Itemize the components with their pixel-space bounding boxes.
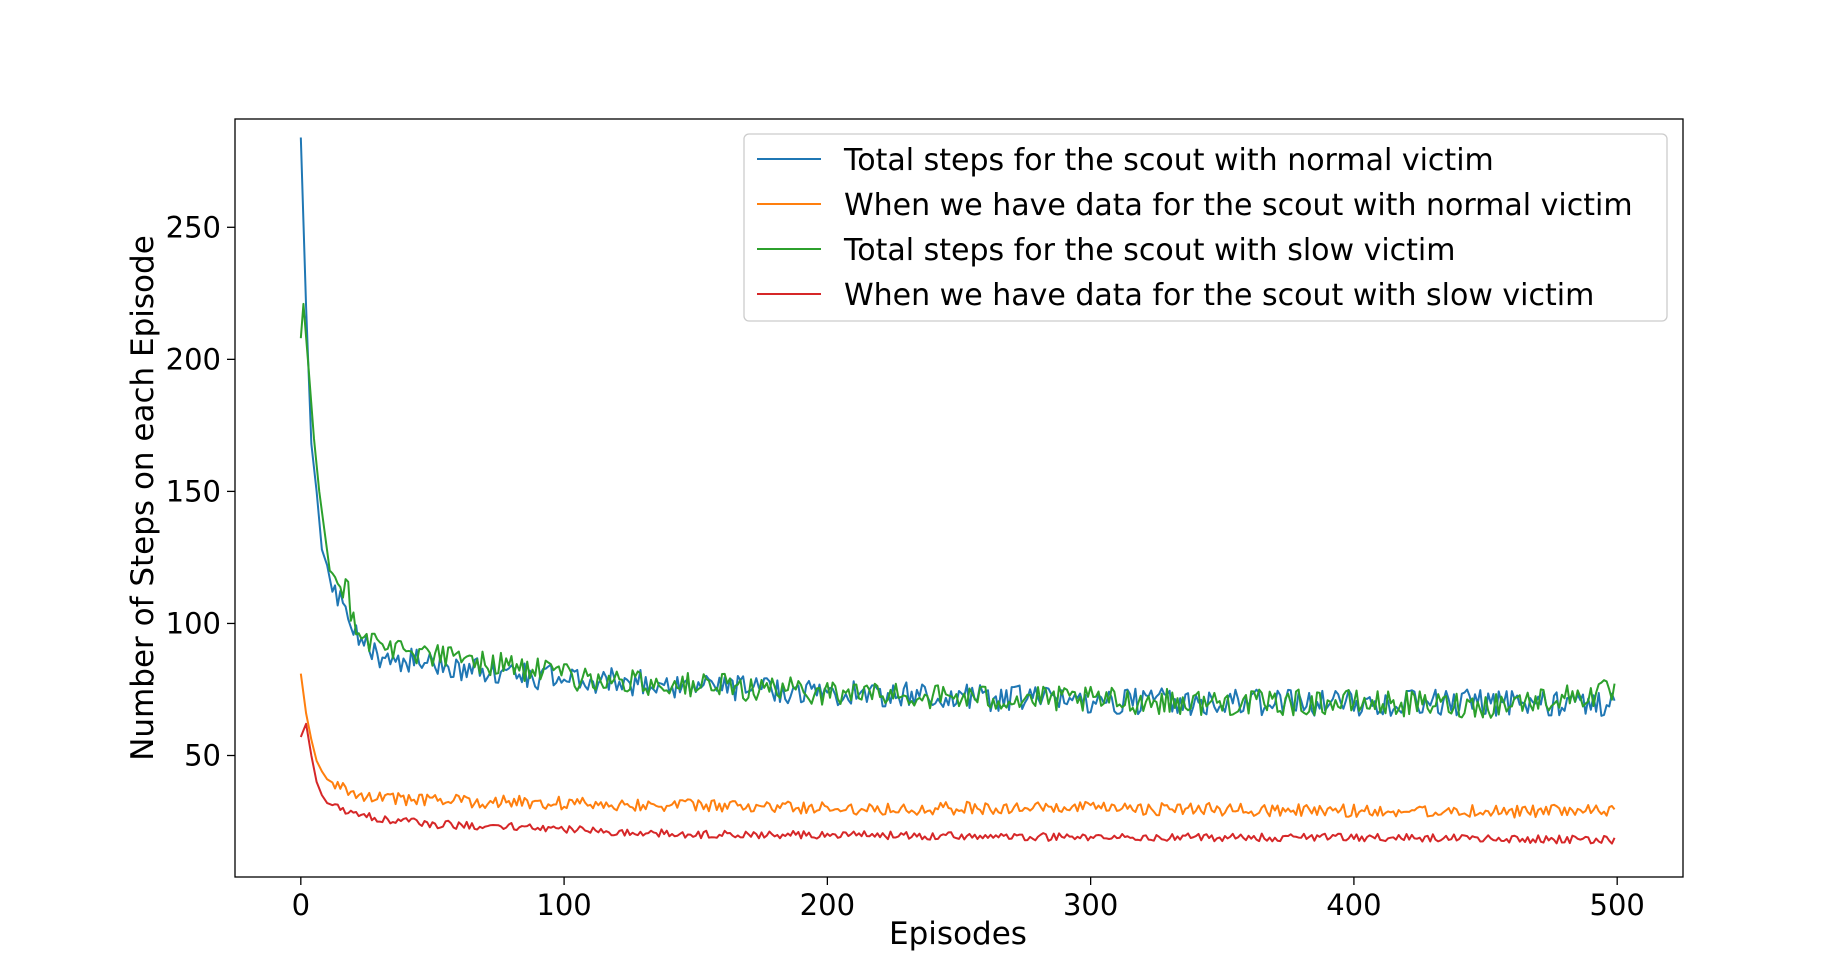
legend: Total steps for the scout with normal vi… — [743, 133, 1668, 322]
legend-entry-label: When we have data for the scout with slo… — [844, 278, 1594, 313]
series-line — [299, 673, 1616, 819]
legend-entry-label: Total steps for the scout with normal vi… — [843, 143, 1494, 178]
legend-box — [743, 133, 1668, 322]
series-line — [299, 722, 1616, 845]
legend-entry-label: Total steps for the scout with slow vict… — [843, 233, 1455, 268]
y-axis-label: Number of Steps on each Episode — [125, 235, 161, 761]
series-layer — [299, 137, 1616, 845]
y-tick-label: 100 — [166, 606, 221, 640]
ticks-layer: 0 100 200 300 400 500 50 100 150 200 250 — [166, 210, 1645, 922]
y-tick-label: 200 — [166, 342, 221, 376]
x-tick-label: 400 — [1326, 888, 1381, 922]
legend-items: Total steps for the scout with normal vi… — [757, 143, 1633, 313]
x-tick-label: 500 — [1590, 888, 1645, 922]
plot-frame — [234, 118, 1684, 878]
x-tick-label: 0 — [292, 888, 310, 922]
legend-entry-label: When we have data for the scout with nor… — [844, 188, 1633, 223]
y-tick-label: 150 — [166, 474, 221, 508]
x-axis-label: Episodes — [889, 916, 1027, 952]
x-tick-label: 100 — [536, 888, 591, 922]
y-tick-label: 250 — [166, 210, 221, 244]
x-tick-label: 200 — [800, 888, 855, 922]
y-tick-label: 50 — [184, 739, 221, 773]
series-line — [299, 302, 1616, 719]
x-tick-label: 300 — [1063, 888, 1118, 922]
